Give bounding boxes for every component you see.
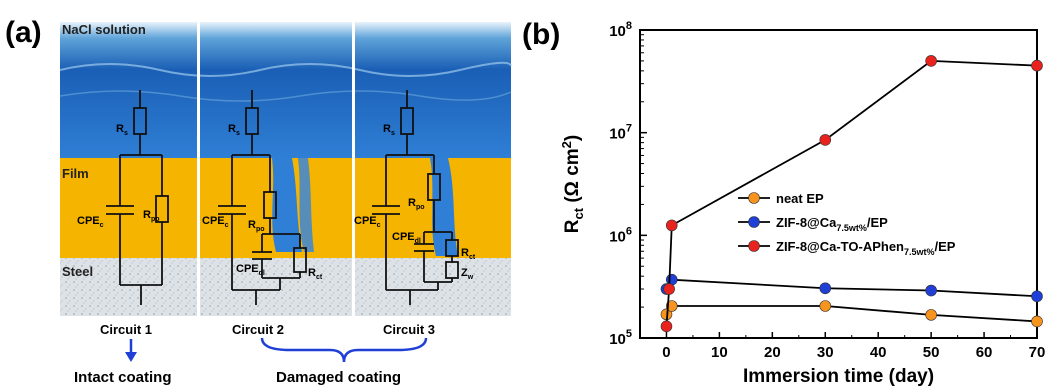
plot-frame: [639, 29, 1038, 339]
x-tick-label: 40: [870, 344, 887, 361]
x-tick-label: 10: [711, 344, 728, 361]
x-tick-label: 60: [976, 344, 993, 361]
y-tick-label: 106: [609, 225, 632, 245]
x-tick-label: 20: [764, 344, 781, 361]
data-point: [660, 320, 673, 333]
legend-marker: [748, 192, 760, 204]
damaged-brace: [260, 337, 428, 363]
panel-b-label: (b): [522, 18, 560, 51]
circuit-3-label: Circuit 3: [383, 322, 435, 337]
circuit-2-diagram: Rs CPEc Rpo CPEdl Rct: [202, 90, 323, 305]
damaged-coating-label: Damaged coating: [276, 369, 401, 386]
panel-a-label: (a): [5, 16, 42, 49]
data-point: [819, 282, 832, 295]
legend-marker: [748, 240, 760, 252]
y-tick-label: 105: [609, 328, 632, 348]
svg-text:CPEc: CPEc: [77, 215, 104, 229]
series-line-2: [665, 59, 1038, 327]
svg-text:CPEc: CPEc: [354, 215, 381, 229]
series-line-1: [665, 278, 1038, 298]
y-tick-label: 107: [609, 123, 632, 143]
data-point: [925, 309, 937, 321]
legend-entry: ZIF-8@Ca7.5wt%/EP: [776, 215, 888, 233]
series-line-0: [665, 305, 1038, 323]
data-point: [1031, 290, 1043, 303]
svg-text:Rs: Rs: [116, 123, 128, 137]
x-tick-label: 0: [662, 344, 670, 361]
data-point: [819, 300, 832, 312]
data-point: [925, 55, 937, 67]
data-point: [663, 283, 675, 295]
legend-entry: ZIF-8@Ca-TO-APhen7.5wt%/EP: [776, 239, 956, 257]
x-tick-label: 70: [1029, 344, 1046, 361]
steel-label: Steel: [62, 264, 93, 279]
svg-text:CPEc: CPEc: [202, 215, 229, 229]
data-point: [925, 284, 937, 297]
x-axis-title: Immersion time (day): [743, 366, 934, 387]
panel-b-chart: (b) 0 10 20 30 40 50 60 70 105 106 107 108 Immersion…: [522, 18, 1046, 387]
svg-text:Rs: Rs: [383, 123, 395, 137]
circuit-1-diagram: Rs CPEc Rpo: [77, 90, 169, 305]
svg-text:CPEdl: CPEdl: [236, 263, 265, 277]
y-tick-label: 108: [609, 20, 632, 40]
y-axis-title: Rct (Ω cm2): [559, 135, 586, 233]
data-point: [1031, 59, 1043, 72]
legend-marker: [748, 216, 760, 228]
intact-arrow: [125, 339, 137, 362]
circuit-2-label: Circuit 2: [232, 322, 284, 337]
film-label: Film: [62, 166, 89, 181]
data-point: [1031, 315, 1043, 328]
panel-a-schematic: (a) NaCl solution Film Steel Rs CPEc Rpo: [5, 16, 512, 386]
solution-label: NaCl solution: [62, 22, 146, 37]
x-tick-label: 50: [923, 344, 940, 361]
circuit-1-label: Circuit 1: [100, 322, 152, 337]
data-point: [665, 300, 678, 312]
solution-layer: [60, 22, 511, 158]
data-point: [819, 134, 832, 146]
intact-coating-label: Intact coating: [74, 369, 172, 386]
x-tick-label: 30: [817, 344, 834, 361]
data-point: [665, 219, 678, 232]
steel-layer: [60, 258, 511, 316]
circuit-3-diagram: Rs CPEc Rpo CPEdl Rct Zw: [354, 90, 476, 305]
svg-text:Rs: Rs: [228, 123, 240, 137]
legend-entry: neat EP: [776, 191, 824, 206]
svg-text:CPEdl: CPEdl: [392, 231, 421, 245]
